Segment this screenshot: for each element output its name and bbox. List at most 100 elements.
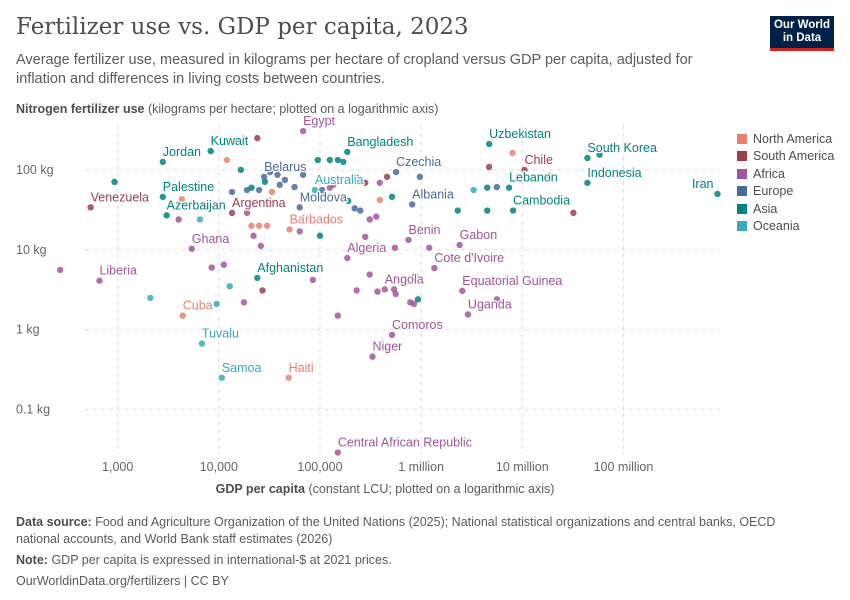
x-tick-label: 1 million — [398, 460, 444, 474]
note-text: GDP per capita is expressed in internati… — [51, 553, 392, 567]
data-point — [509, 207, 517, 214]
point-label: Palestine — [163, 180, 214, 194]
data-point — [260, 173, 268, 181]
legend-item[interactable]: North America — [737, 130, 834, 148]
y-tick-label: 10 kg — [16, 243, 47, 257]
data-point — [228, 209, 236, 217]
data-point — [366, 216, 373, 223]
point-label: Chile — [524, 153, 553, 167]
data-point — [484, 184, 491, 191]
legend-item[interactable]: Oceania — [737, 218, 834, 236]
x-tick-label: 10 million — [496, 460, 549, 474]
data-point — [353, 287, 360, 294]
note: Note: GDP per capita is expressed in int… — [16, 552, 816, 569]
point-label: Venezuela — [91, 190, 149, 204]
legend-item[interactable]: South America — [737, 148, 834, 166]
data-point — [416, 173, 424, 181]
legend-label: Europe — [753, 184, 794, 199]
legend-item[interactable]: Europe — [737, 183, 834, 201]
data-point — [223, 156, 231, 164]
data-point — [159, 193, 166, 201]
data-point — [329, 181, 337, 189]
data-point — [309, 276, 317, 284]
legend-item[interactable]: Africa — [737, 165, 834, 183]
point-label: Uzbekistan — [489, 127, 551, 141]
data-point — [175, 216, 182, 223]
point-label: Central African Republic — [338, 436, 472, 450]
data-point — [257, 242, 265, 250]
y-tick-label: 100 kg — [16, 163, 54, 177]
footer-link[interactable]: OurWorldinData.org/fertilizers | CC BY — [16, 574, 229, 588]
data-point — [414, 296, 422, 303]
data-point — [299, 171, 307, 178]
legend-label: Oceania — [753, 219, 800, 234]
data-point — [268, 188, 276, 196]
data-point — [285, 374, 292, 381]
legend-label: North America — [753, 131, 833, 146]
data-point — [410, 300, 418, 308]
point-label: Cote d'Ivoire — [434, 251, 504, 265]
data-point — [318, 186, 326, 194]
data-point — [362, 233, 369, 241]
data-point — [388, 193, 396, 201]
data-point — [243, 209, 251, 217]
footer: Data source: Food and Agriculture Organi… — [16, 514, 816, 590]
data-point — [396, 278, 404, 285]
point-label: Iran — [692, 177, 714, 191]
legend-swatch — [737, 151, 747, 162]
data-point — [351, 205, 358, 212]
data-point — [188, 245, 195, 252]
owid-logo[interactable]: Our World in Data — [770, 16, 834, 51]
data-point — [392, 168, 400, 176]
data-point — [505, 184, 513, 191]
data-point — [281, 176, 289, 184]
legend-label: South America — [753, 149, 835, 164]
data-point — [714, 190, 721, 198]
point-label: Argentina — [232, 196, 286, 210]
data-point — [111, 178, 118, 186]
y-axis-label-bold: Nitrogen fertilizer use — [16, 102, 145, 116]
data-point — [254, 274, 261, 282]
data-point — [405, 236, 412, 244]
point-label: Egypt — [303, 114, 335, 128]
data-point — [373, 213, 380, 220]
data-point — [456, 241, 463, 249]
data-point — [213, 300, 220, 308]
data-point — [56, 266, 64, 274]
data-point — [220, 261, 228, 268]
data-point — [274, 171, 281, 178]
data-point — [570, 209, 577, 217]
data-point — [464, 311, 472, 318]
data-point — [178, 195, 185, 203]
x-axis-label: GDP per capita (constant LCU; plotted on… — [0, 482, 770, 496]
data-point — [163, 212, 170, 219]
data-point — [311, 186, 319, 194]
point-label: Jordan — [163, 145, 201, 159]
data-point — [596, 151, 603, 158]
data-point — [314, 156, 321, 164]
data-point — [388, 331, 396, 339]
data-point — [470, 186, 477, 194]
point-label: Gabon — [460, 228, 498, 242]
data-point — [228, 188, 236, 196]
data-point — [334, 156, 342, 164]
data-point — [286, 226, 293, 233]
point-label: Albania — [412, 187, 454, 201]
data-point — [218, 374, 226, 381]
data-point — [345, 197, 352, 205]
point-label: Bangladesh — [347, 135, 413, 149]
data-point — [546, 172, 553, 180]
data-point — [521, 166, 528, 174]
data-point — [391, 244, 399, 251]
legend-item[interactable]: Asia — [737, 200, 834, 218]
data-point — [366, 271, 373, 278]
legend-label: Asia — [753, 201, 778, 216]
y-tick-label: 1 kg — [16, 323, 40, 337]
data-point — [485, 163, 493, 171]
point-label: Samoa — [222, 361, 262, 375]
data-point — [299, 214, 307, 222]
data-point — [408, 201, 416, 208]
data-point — [381, 286, 388, 293]
data-point — [425, 244, 433, 251]
point-label: South Korea — [587, 141, 657, 155]
